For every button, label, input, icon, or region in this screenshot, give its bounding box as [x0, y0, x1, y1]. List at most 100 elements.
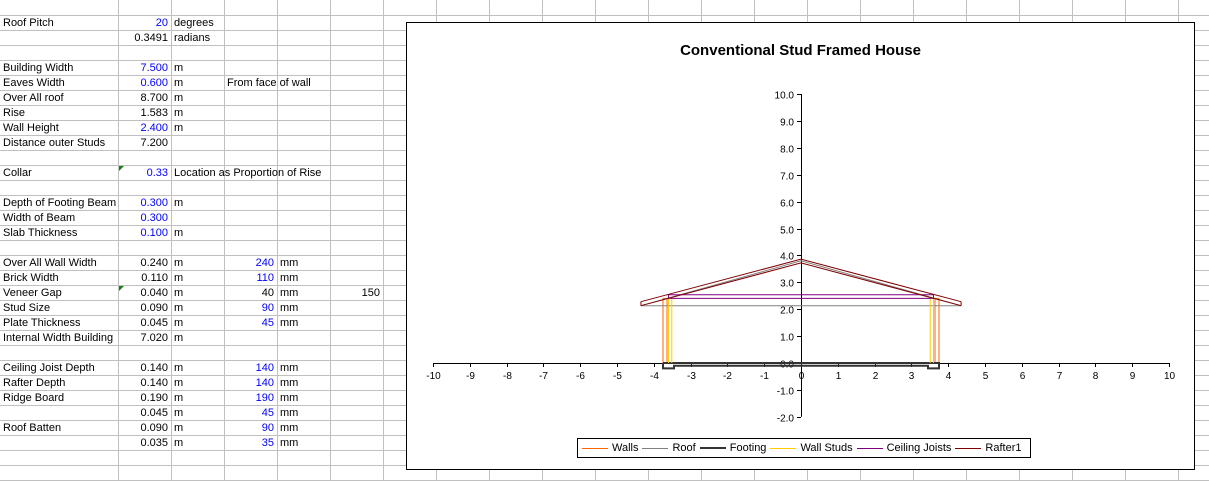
cell-unit[interactable]: m [174, 257, 184, 269]
cell-unit[interactable]: m [174, 287, 184, 299]
cell-mm-value[interactable]: 140 [255, 377, 274, 389]
chart-legend[interactable]: Walls Roof Footing Wall Studs Ceiling Joists… [577, 438, 1031, 458]
cell-mm-unit[interactable]: mm [280, 302, 299, 314]
cell-value[interactable]: 0.300 [140, 212, 168, 224]
cell-label[interactable]: Rafter Depth [3, 377, 66, 389]
cell-label[interactable]: Slab Thickness [3, 227, 78, 239]
legend-item[interactable]: Footing [699, 442, 766, 454]
cell-mm-unit[interactable]: mm [280, 377, 299, 389]
cell-value[interactable]: 7.020 [140, 332, 168, 344]
cell-extra[interactable]: 150 [361, 287, 380, 299]
cell-value[interactable]: 0.300 [140, 197, 168, 209]
cell-mm-value[interactable]: 110 [256, 272, 274, 284]
legend-item[interactable]: Wall Studs [770, 442, 853, 454]
cell-unit[interactable]: m [174, 122, 184, 134]
cell-label[interactable]: Veneer Gap [3, 287, 62, 299]
cell-label[interactable]: Wall Height [3, 122, 59, 134]
cell-unit[interactable]: m [174, 302, 184, 314]
chart-frame[interactable]: Conventional Stud Framed House -10 -9 -8 -7… [406, 22, 1195, 470]
cell-value[interactable]: 0.035 [140, 437, 168, 449]
cell-mm-unit[interactable]: mm [280, 317, 299, 329]
cell-label[interactable]: Eaves Width [3, 77, 65, 89]
cell-value[interactable]: 0.600 [140, 77, 168, 89]
cell-mm-value[interactable]: 240 [255, 257, 274, 269]
cell-value[interactable]: 0.090 [140, 422, 168, 434]
cell-unit[interactable]: m [174, 272, 184, 284]
cell-mm-unit[interactable]: mm [280, 362, 299, 374]
cell-unit[interactable]: m [174, 392, 184, 404]
cell-label[interactable]: Depth of Footing Beam [3, 197, 117, 209]
comment-marker-icon[interactable] [119, 166, 124, 171]
cell-mm-unit[interactable]: mm [280, 422, 299, 434]
cell-label[interactable]: Stud Size [3, 302, 51, 314]
cell-unit[interactable]: m [174, 197, 184, 209]
cell-label[interactable]: Roof Batten [3, 422, 62, 434]
cell-mm-value[interactable]: 35 [261, 437, 274, 449]
cell-unit[interactable]: m [174, 422, 184, 434]
cell-unit[interactable]: m [174, 317, 184, 329]
cell-value[interactable]: 20 [155, 17, 168, 29]
cell-label[interactable]: Distance outer Studs [3, 137, 106, 149]
legend-item[interactable]: Ceiling Joists [856, 442, 951, 454]
cell-mm-value[interactable]: 140 [255, 362, 274, 374]
cell-mm-unit[interactable]: mm [280, 407, 299, 419]
cell-value[interactable]: 0.140 [140, 362, 168, 374]
cell-label[interactable]: Over All Wall Width [3, 257, 97, 269]
cell-value[interactable]: 0.33 [146, 167, 168, 179]
cell-value[interactable]: 0.190 [140, 392, 168, 404]
cell-mm-unit[interactable]: mm [280, 437, 299, 449]
cell-mm-value[interactable]: 40 [261, 287, 274, 299]
cell-label[interactable]: Ceiling Joist Depth [3, 362, 95, 374]
cell-label[interactable]: Plate Thickness [3, 317, 81, 329]
cell-unit[interactable]: m [174, 107, 184, 119]
cell-value[interactable]: 0.045 [140, 407, 168, 419]
cell-unit[interactable]: Location as Proportion of Rise [174, 167, 322, 179]
cell-unit[interactable]: m [174, 227, 184, 239]
cell-label[interactable]: Width of Beam [3, 212, 76, 224]
cell-value[interactable]: 1.583 [140, 107, 168, 119]
legend-item[interactable]: Walls [582, 442, 638, 454]
cell-unit[interactable]: m [174, 332, 184, 344]
cell-mm-value[interactable]: 190 [255, 392, 274, 404]
cell-value[interactable]: 0.100 [140, 227, 168, 239]
cell-unit[interactable]: m [174, 377, 184, 389]
cell-unit[interactable]: m [174, 77, 184, 89]
cell-unit[interactable]: m [174, 92, 184, 104]
comment-marker-icon[interactable] [119, 286, 124, 291]
cell-value[interactable]: 0.090 [140, 302, 168, 314]
cell-label[interactable]: Over All roof [3, 92, 64, 104]
cell-unit[interactable]: radians [174, 32, 211, 44]
cell-unit[interactable]: m [174, 437, 184, 449]
cell-value[interactable]: 8.700 [140, 92, 168, 104]
cell-value[interactable]: 0.040 [140, 287, 168, 299]
cell-value[interactable]: 7.500 [140, 62, 168, 74]
cell-mm-value[interactable]: 90 [261, 422, 274, 434]
cell-value[interactable]: 0.3491 [134, 32, 168, 44]
cell-label[interactable]: Building Width [3, 62, 74, 74]
cell-value[interactable]: 0.110 [141, 272, 168, 284]
cell-mm-value[interactable]: 90 [261, 302, 274, 314]
cell-unit[interactable]: m [174, 62, 184, 74]
cell-mm-unit[interactable]: mm [280, 272, 299, 284]
cell-mm-unit[interactable]: mm [280, 257, 299, 269]
legend-item[interactable]: Rafter1 [955, 442, 1022, 454]
cell-unit[interactable]: m [174, 407, 184, 419]
cell-label[interactable]: Brick Width [3, 272, 59, 284]
cell-value[interactable]: 0.045 [140, 317, 168, 329]
cell-label[interactable]: Rise [3, 107, 26, 119]
cell-value[interactable]: 0.240 [140, 257, 168, 269]
cell-label[interactable]: Collar [3, 167, 32, 179]
cell-label[interactable]: Roof Pitch [3, 17, 54, 29]
cell-mm-unit[interactable]: mm [280, 287, 299, 299]
cell-value[interactable]: 7.200 [140, 137, 168, 149]
cell-value[interactable]: 2.400 [140, 122, 168, 134]
legend-item[interactable]: Roof [642, 442, 696, 454]
cell-label[interactable]: Ridge Board [3, 392, 65, 404]
cell-value[interactable]: 0.140 [140, 377, 168, 389]
cell-mm-unit[interactable]: mm [280, 392, 299, 404]
cell-note[interactable]: From face of wall [227, 77, 311, 89]
cell-unit[interactable]: m [174, 362, 184, 374]
cell-mm-value[interactable]: 45 [261, 407, 274, 419]
cell-label[interactable]: Internal Width Building [3, 332, 114, 344]
cell-mm-value[interactable]: 45 [261, 317, 274, 329]
